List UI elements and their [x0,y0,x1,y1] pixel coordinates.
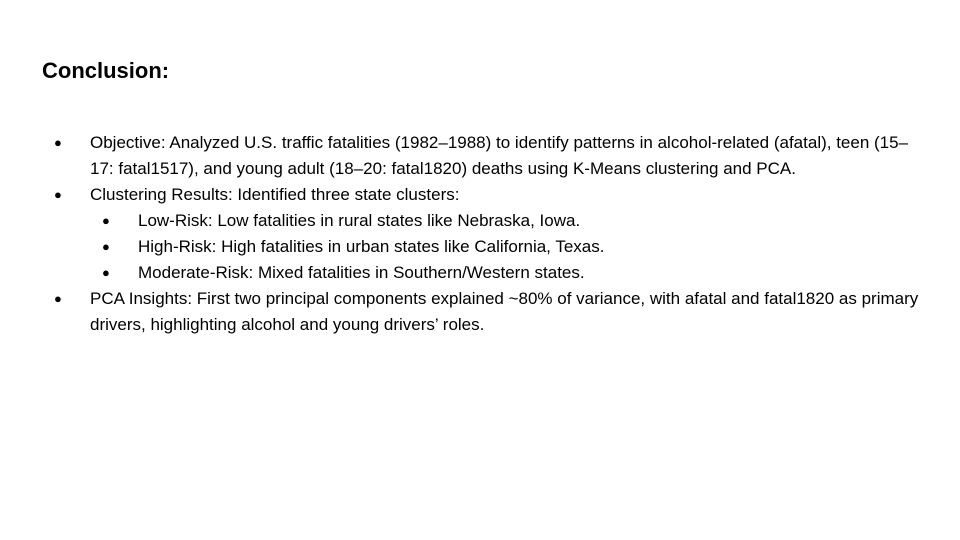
bullet-text: Low-Risk: Low fatalities in rural states… [138,211,581,230]
bullet-icon: ● [54,135,62,150]
bullet-item-pca-insights: ● PCA Insights: First two principal comp… [54,286,924,338]
bullet-text: PCA Insights: First two principal compon… [90,289,919,334]
bullet-icon: ● [102,213,110,228]
sub-bullet-item-moderate-risk: ● Moderate-Risk: Mixed fatalities in Sou… [54,260,924,286]
bullet-icon: ● [54,187,62,202]
bullet-text: High-Risk: High fatalities in urban stat… [138,237,605,256]
bullet-icon: ● [54,291,62,306]
bullet-item-objective: ● Objective: Analyzed U.S. traffic fatal… [54,130,924,182]
bullet-icon: ● [102,239,110,254]
bullet-text: Moderate-Risk: Mixed fatalities in South… [138,263,585,282]
bullet-list: ● Objective: Analyzed U.S. traffic fatal… [54,130,924,338]
bullet-item-clustering-results: ● Clustering Results: Identified three s… [54,182,924,208]
sub-bullet-item-high-risk: ● High-Risk: High fatalities in urban st… [54,234,924,260]
sub-bullet-item-low-risk: ● Low-Risk: Low fatalities in rural stat… [54,208,924,234]
bullet-text: Clustering Results: Identified three sta… [90,185,460,204]
bullet-icon: ● [102,265,110,280]
slide-title: Conclusion: [42,58,170,83]
bullet-text: Objective: Analyzed U.S. traffic fatalit… [90,133,909,178]
